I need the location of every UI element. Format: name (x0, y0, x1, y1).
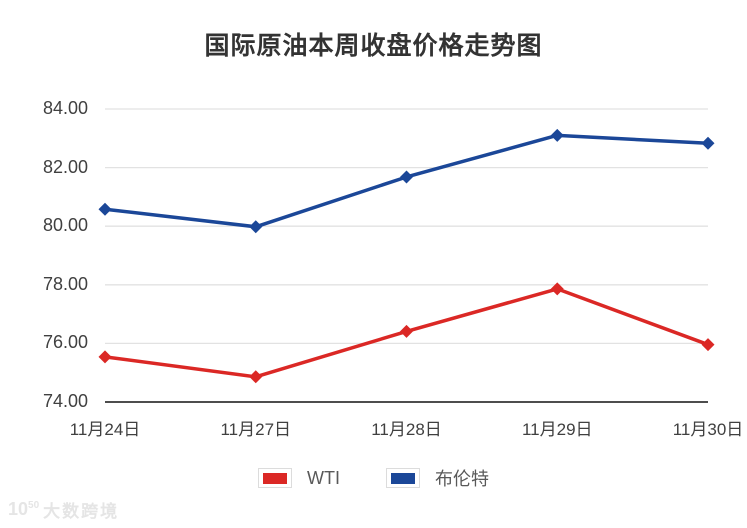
watermark: 1050 大数跨境 (8, 497, 119, 522)
x-tick-label: 11月29日 (521, 420, 593, 439)
legend-swatch (386, 468, 420, 488)
data-point-WTI (550, 282, 564, 296)
x-tick-label: 11月30日 (672, 420, 744, 439)
data-point-WTI (400, 324, 413, 338)
y-tick-label: 84.00 (42, 98, 88, 118)
data-point-WTI (701, 338, 715, 352)
data-point-布伦特 (550, 128, 564, 142)
legend-item-布伦特: 布伦特 (386, 465, 489, 491)
x-tick-label: 11月24日 (69, 420, 141, 439)
y-tick-label: 78.00 (42, 273, 88, 294)
data-point-布伦特 (98, 202, 112, 216)
legend-swatch-color (263, 472, 287, 484)
legend-label: 布伦特 (435, 469, 489, 489)
watermark-text: 大数跨境 (43, 502, 120, 521)
data-point-WTI (98, 350, 112, 364)
y-tick-label: 80.00 (42, 215, 88, 236)
legend-label: WTI (307, 467, 340, 488)
chart-legend: WTI 布伦特 (0, 465, 747, 491)
data-point-布伦特 (701, 136, 715, 150)
legend-swatch (258, 468, 292, 488)
x-tick-label: 11月27日 (220, 420, 292, 439)
data-point-WTI (249, 370, 263, 384)
y-tick-label: 76.00 (42, 332, 88, 353)
legend-swatch-color (391, 472, 415, 484)
data-point-布伦特 (249, 220, 263, 234)
chart-title: 国际原油本周收盘价格走势图 (204, 32, 543, 60)
y-tick-label: 82.00 (42, 156, 88, 177)
legend-item-WTI: WTI (258, 468, 340, 489)
data-point-布伦特 (400, 170, 413, 184)
watermark-logo: 1050 (8, 499, 40, 519)
y-tick-label: 74.00 (42, 391, 88, 411)
x-tick-label: 11月28日 (371, 420, 442, 439)
